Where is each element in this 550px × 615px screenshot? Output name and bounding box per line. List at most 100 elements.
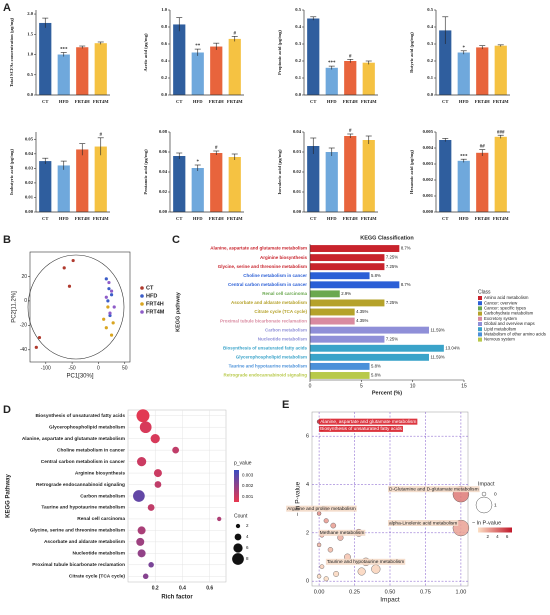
value-label: 5.8% <box>371 364 381 369</box>
x-tick-label: FRT4M <box>493 216 509 221</box>
bar <box>76 47 89 95</box>
point <box>71 258 75 263</box>
legend-marker <box>140 310 144 314</box>
panel-label: B <box>3 234 11 246</box>
point <box>37 335 42 340</box>
legend-swatch <box>478 322 482 326</box>
y-tick-label: 0.5 <box>295 7 301 12</box>
point <box>104 295 108 299</box>
y-axis-label: Acetic acid (μg/mg) <box>143 33 148 72</box>
bar <box>210 153 223 212</box>
y-axis-label: Propionic acid (μg/mg) <box>277 30 282 75</box>
x-tick-label: HFD <box>59 216 69 221</box>
point <box>109 289 114 293</box>
y-axis-label: − ln P-value <box>295 481 302 516</box>
label-background <box>325 558 406 565</box>
bar <box>39 161 52 212</box>
category-label: Carbon metabolism <box>265 327 307 332</box>
x-tick-label: 0.00 <box>314 589 325 595</box>
x-tick-label: FRT4H <box>75 99 90 104</box>
y-tick-label: 0.4 <box>427 24 433 29</box>
colorbar <box>478 527 512 533</box>
dot <box>148 562 154 568</box>
y-tick-label: 20 <box>21 274 27 280</box>
x-tick-label: HFD <box>59 99 69 104</box>
bar <box>310 344 444 352</box>
bar <box>310 317 355 325</box>
y-tick-label: 0.3 <box>295 41 301 46</box>
significance: ### <box>497 130 505 135</box>
bar <box>362 140 375 212</box>
significance: *** <box>328 61 336 66</box>
colorbar <box>234 470 239 502</box>
x-tick-label: FRT4H <box>209 99 224 104</box>
size-legend-label: 1 <box>494 502 497 508</box>
category-label: Retrograde endocannabinoid signaling <box>36 482 125 488</box>
y-tick-label: 0.04 <box>293 129 302 134</box>
x-tick-label: 0.50 <box>385 589 396 595</box>
legend-label: Amino acid metabolism <box>484 295 529 300</box>
point <box>106 299 110 303</box>
x-tick-label: CT <box>42 216 48 221</box>
x-tick-label: 50 <box>122 365 128 371</box>
plot-frame <box>29 251 131 363</box>
legend-label: Lipid metabolism <box>484 326 517 331</box>
label-background <box>319 418 418 425</box>
significance: # <box>215 146 218 151</box>
bubble <box>316 511 322 516</box>
legend-swatch <box>478 296 482 300</box>
dot <box>142 573 149 580</box>
y-tick-label: 0.02 <box>159 189 168 194</box>
x-tick-label: 0.25 <box>349 589 360 595</box>
y-tick-label: 1.0 <box>27 52 33 57</box>
y-axis-label: Butyric acid (μg/mg) <box>409 32 414 73</box>
x-tick-label: CT <box>442 99 448 104</box>
panel-label: A <box>3 2 11 14</box>
bubble <box>319 564 325 569</box>
dot <box>136 537 145 546</box>
y-axis-label: KEGG Pathway <box>6 474 12 518</box>
y-tick-label: 0.00 <box>25 209 34 214</box>
dot <box>139 421 152 434</box>
point <box>107 287 111 291</box>
legend-marker <box>140 294 144 298</box>
size-legend <box>233 543 243 553</box>
x-tick-label: -100 <box>41 365 51 371</box>
x-tick-label: 0.2 <box>152 585 159 591</box>
value-label: 5.8% <box>371 373 381 378</box>
y-tick-label: 0.3 <box>427 41 433 46</box>
bar <box>310 308 355 316</box>
category-label: Citrate cycle (TCA cycle) <box>254 309 307 314</box>
x-tick-label: CT <box>176 99 182 104</box>
point <box>112 305 116 309</box>
y-tick-label: 0.0 <box>295 92 301 97</box>
point-label: Taurine and hypotaurine metabolism <box>327 559 404 565</box>
legend-marker <box>140 286 144 290</box>
x-tick-label: FRT4H <box>475 99 490 104</box>
legend-swatch <box>478 327 482 332</box>
dot <box>172 446 180 454</box>
bar <box>325 67 338 95</box>
label-background <box>388 520 459 526</box>
y-tick-label: 0.5 <box>427 7 433 12</box>
chart-title: KEGG Classification <box>360 235 414 241</box>
y-tick-label: 0.00 <box>159 209 168 214</box>
legend-title: Class <box>478 289 491 295</box>
point <box>62 266 66 270</box>
y-tick-label: 0.5 <box>27 72 33 77</box>
x-tick-label: FRT4H <box>75 216 90 221</box>
significance: # <box>234 31 237 36</box>
legend-title: Count <box>234 513 248 519</box>
bubble <box>357 567 366 576</box>
category-label: Renal cell carcinoma <box>77 516 125 522</box>
category-label: Alanine, aspartate and glutamate metabol… <box>22 436 125 442</box>
bar <box>344 136 357 212</box>
y-tick-label: 0.0 <box>27 92 33 97</box>
x-tick-label: 10 <box>410 383 416 389</box>
panel-label: D <box>3 404 11 416</box>
category-label: Glycine, serine and threonine metabolism <box>30 528 125 534</box>
point <box>104 277 108 281</box>
category-label: Alanine, aspartate and glutamate metabol… <box>210 246 307 251</box>
legend-label: FRT4H <box>146 301 164 307</box>
